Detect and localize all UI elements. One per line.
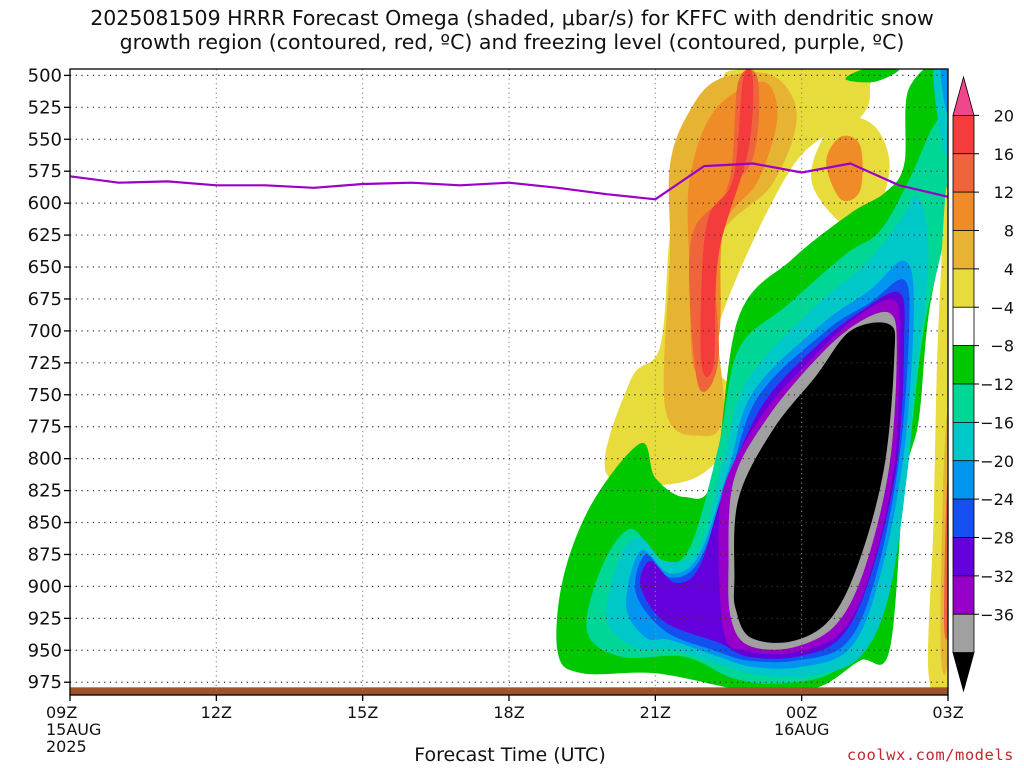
colorbar-swatch-7	[952, 345, 975, 385]
y-tick-label-500: 500	[28, 65, 62, 86]
x-tick-label-9-0: 18Z	[493, 703, 524, 722]
x-tick-label-0-1: 15AUG	[46, 720, 101, 739]
omega-region-21	[940, 69, 948, 113]
x-axis-label: Forecast Time (UTC)	[414, 744, 606, 766]
freezing-level-contour	[70, 162, 948, 201]
colorbar-swatch-1	[952, 114, 975, 155]
y-tick-label-750: 750	[28, 385, 62, 406]
colorbar-swatch-0	[952, 75, 975, 116]
chart-title-line-1: 2025081509 HRRR Forecast Omega (shaded, …	[90, 6, 934, 30]
colorbar-label-6: −8	[990, 337, 1014, 356]
colorbar-swatch-8	[952, 383, 975, 423]
colorbar-swatch-14	[952, 613, 975, 654]
colorbar-label-0: 20	[994, 106, 1014, 125]
y-tick-label-800: 800	[28, 449, 62, 470]
x-tick-label-0-2: 2025	[46, 737, 87, 756]
colorbar-label-13: −36	[980, 605, 1014, 624]
y-tick-label-875: 875	[28, 544, 62, 565]
x-tick-label-3-0: 12Z	[201, 703, 232, 722]
colorbar-label-7: −12	[980, 375, 1014, 394]
colorbar-label-5: −4	[990, 298, 1014, 317]
x-tick-label-18-0: 03Z	[932, 703, 963, 722]
colorbar-label-10: −24	[980, 490, 1014, 509]
omega-region-19	[944, 479, 948, 640]
y-tick-label-700: 700	[28, 321, 62, 342]
y-tick-label-675: 675	[28, 289, 62, 310]
chart-title-line-2: growth region (contoured, red, ºC) and f…	[119, 30, 905, 54]
colorbar-swatch-5	[952, 268, 975, 308]
y-tick-label-900: 900	[28, 576, 62, 597]
colorbar-swatch-6	[952, 306, 975, 347]
freezing-level-line	[70, 162, 948, 201]
colorbar-label-4: 4	[1004, 260, 1014, 279]
y-tick-label-625: 625	[28, 225, 62, 246]
colorbar-swatch-4	[952, 230, 975, 270]
y-tick-label-775: 775	[28, 417, 62, 438]
colorbar-swatch-15	[952, 652, 975, 693]
colorbar-label-12: −32	[980, 567, 1014, 586]
colorbar-swatch-13	[952, 575, 975, 615]
x-tick-label-15-0: 00Z	[786, 703, 817, 722]
y-tick-label-825: 825	[28, 481, 62, 502]
x-tick-label-12-0: 21Z	[640, 703, 671, 722]
chart-title: 2025081509 HRRR Forecast Omega (shaded, …	[0, 6, 1024, 54]
colorbar-label-9: −20	[980, 452, 1014, 471]
omega-region-8	[845, 69, 900, 83]
omega-region-6	[826, 135, 863, 202]
colorbar: 20 16 12 8 4 −4 −8 −12 −16 −20 −24 −28 −32 −36	[952, 75, 1014, 693]
y-axis-ticks: 500 525 550 575 600 625 650 675 700 725 750 775 800 8…	[28, 65, 70, 693]
colorbar-swatch-12	[952, 537, 975, 577]
colorbar-swatch-3	[952, 191, 975, 231]
x-tick-label-15-1: 16AUG	[774, 720, 829, 739]
y-tick-label-650: 650	[28, 257, 62, 278]
y-tick-label-725: 725	[28, 353, 62, 374]
colorbar-swatch-10	[952, 460, 975, 500]
y-tick-label-975: 975	[28, 672, 62, 693]
colorbar-swatch-9	[952, 421, 975, 462]
y-tick-label-550: 550	[28, 129, 62, 150]
omega-region-5	[700, 69, 754, 377]
source-credit: coolwx.com/models	[846, 746, 1014, 764]
y-tick-label-600: 600	[28, 193, 62, 214]
ground-strip	[70, 687, 948, 695]
omega-region-16	[733, 322, 896, 643]
colorbar-label-2: 12	[994, 183, 1014, 202]
colorbar-label-1: 16	[994, 145, 1014, 164]
y-tick-label-850: 850	[28, 513, 62, 534]
colorbar-label-11: −28	[980, 529, 1014, 548]
colorbar-label-8: −16	[980, 413, 1014, 432]
colorbar-swatch-2	[952, 153, 975, 193]
ground-surface	[70, 687, 948, 695]
colorbar-label-3: 8	[1004, 222, 1014, 241]
x-tick-label-0-0: 09Z	[46, 703, 77, 722]
y-tick-label-950: 950	[28, 640, 62, 661]
x-tick-label-6-0: 15Z	[347, 703, 378, 722]
omega-shading	[556, 69, 948, 695]
colorbar-swatch-11	[952, 498, 975, 538]
y-tick-label-525: 525	[28, 97, 62, 118]
y-tick-label-925: 925	[28, 608, 62, 629]
y-tick-label-575: 575	[28, 161, 62, 182]
